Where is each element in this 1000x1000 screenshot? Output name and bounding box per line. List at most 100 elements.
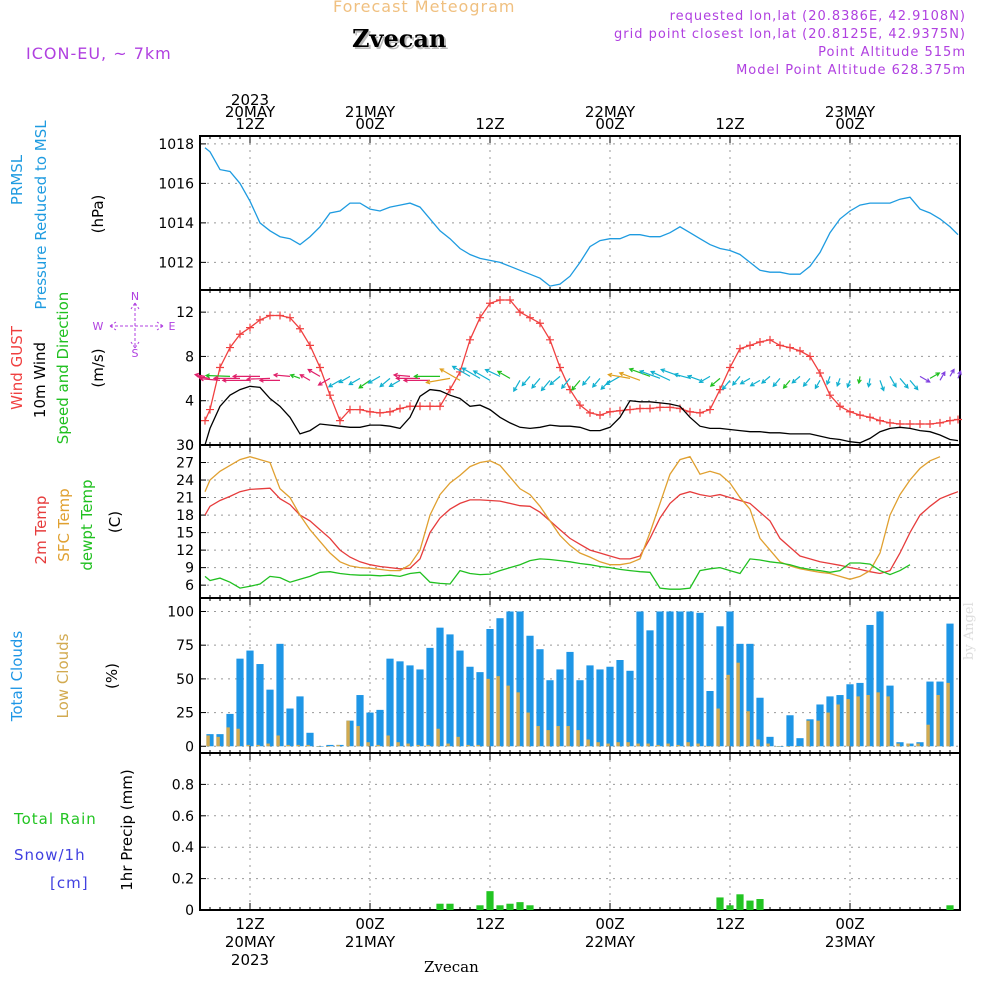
gust-marker (926, 419, 934, 428)
wind-direction-arrow (721, 379, 731, 391)
time-label-bottom: 00Z (355, 915, 384, 933)
chart-kicker: Forecast Meteogram (333, 0, 516, 16)
wind-direction-arrow (899, 377, 909, 389)
low-cloud-bar (496, 676, 500, 747)
wind-direction-arrow (939, 370, 946, 381)
gust-marker (656, 403, 664, 412)
wind-direction-arrow (317, 377, 331, 386)
y-tick-label: 0.4 (172, 840, 194, 856)
time-label-bottom: 12Z (715, 915, 744, 933)
y-tick-label: 50 (176, 672, 194, 688)
rain-bar (736, 894, 744, 910)
total-rain-label: Total Rain (13, 810, 97, 828)
y-tick-label: 21 (176, 491, 194, 507)
wind-direction-arrow (814, 380, 821, 390)
low-cloud-bar (376, 744, 380, 747)
total-cloud-bar (576, 680, 584, 747)
total-cloud-bar (886, 685, 894, 747)
gust-marker (236, 330, 244, 339)
wind-direction-arrow (231, 373, 260, 379)
y-tick-label: 0.6 (172, 809, 194, 825)
total-cloud-bar (936, 681, 944, 747)
footer-station: Zvecan (424, 958, 479, 976)
wind-direction-arrow (825, 376, 831, 386)
low-cloud-bar (316, 746, 320, 747)
wind-direction-arrow (367, 375, 381, 384)
wind-direction-arrow (846, 380, 851, 389)
total-cloud-bar (376, 709, 384, 747)
time-label-top: 00Z (595, 115, 624, 133)
rain-bar (716, 897, 724, 910)
gust-marker (826, 391, 834, 400)
total-cloud-bar (416, 669, 424, 747)
rain-bar (726, 905, 734, 910)
low-cloud-bar (466, 744, 470, 747)
low-cloud-bar (816, 720, 820, 747)
total-cloud-bar (946, 623, 954, 747)
gust-marker (636, 404, 644, 413)
low-cloud-bar (336, 744, 340, 747)
rain-bar (486, 891, 494, 910)
wind-direction-arrow (791, 375, 801, 384)
low-cloud-bar (246, 744, 250, 747)
wind-direction-arrow (571, 379, 581, 391)
total-cloud-bar (786, 715, 794, 747)
total-cloud-bar (276, 643, 284, 747)
wind-direction-arrow (909, 379, 919, 391)
gust-marker (366, 407, 374, 416)
time-label-bottom: 2023 (231, 951, 269, 969)
low-cloud-bar (806, 720, 810, 747)
wind-direction-arrow (425, 377, 451, 385)
low-cloud-bar (276, 735, 280, 747)
y-tick-label: 8 (185, 349, 194, 365)
total-cloud-bar (486, 629, 494, 747)
low-cloud-bar (766, 743, 770, 747)
wind-direction-arrow (307, 368, 321, 377)
low-cloud-bar (926, 724, 930, 747)
gust-marker (376, 408, 384, 417)
total-cloud-bar (896, 742, 904, 747)
y-tick-label: 12 (176, 305, 194, 321)
total-cloud-bar (366, 712, 374, 747)
low-cloud-bar (846, 699, 850, 747)
total-cloud-bar (216, 734, 224, 747)
total-cloud-bar (236, 658, 244, 747)
y-tick-label: 4 (185, 394, 194, 410)
rain-bar (496, 905, 504, 910)
total-clouds-label: Total Clouds (8, 631, 26, 723)
wind-direction-arrow (258, 377, 280, 383)
low-cloud-bar (886, 696, 890, 747)
total-cloud-bar (826, 696, 834, 747)
gust-marker (954, 415, 962, 424)
low-cloud-bar (696, 743, 700, 747)
gust-marker (866, 413, 874, 422)
total-cloud-bar (306, 732, 314, 747)
time-label-top: 12Z (475, 115, 504, 133)
total-cloud-bar (636, 611, 644, 747)
time-label-bottom: 23MAY (825, 933, 876, 951)
wind-direction-arrow (338, 375, 351, 384)
wind-direction-arrow (957, 370, 962, 379)
gust-marker (796, 346, 804, 355)
low-cloud-bar (216, 736, 220, 747)
time-label-top: 12Z (235, 115, 264, 133)
total-cloud-bar (836, 695, 844, 747)
wind-direction-arrow (461, 367, 481, 379)
compass-e: E (169, 320, 176, 333)
station-title: Zvecan (352, 24, 447, 53)
low-cloud-bar (366, 742, 370, 747)
low-cloud-bar (346, 720, 350, 747)
wind-direction-arrow (245, 376, 271, 382)
wind-direction-arrow (560, 377, 571, 390)
rain-bar (506, 903, 514, 910)
dewpoint-line (204, 558, 911, 590)
wind-direction-arrow (272, 372, 291, 378)
wind-direction-arrow (949, 368, 955, 377)
gust-marker (356, 405, 364, 414)
total-cloud-bar (626, 670, 634, 747)
wind-dir-label: Speed and Direction (54, 292, 72, 445)
time-label-top: 12Z (715, 115, 744, 133)
wind-direction-arrow (413, 373, 440, 379)
low-cloud-bar (406, 743, 410, 747)
wind-direction-arrow (628, 367, 651, 377)
